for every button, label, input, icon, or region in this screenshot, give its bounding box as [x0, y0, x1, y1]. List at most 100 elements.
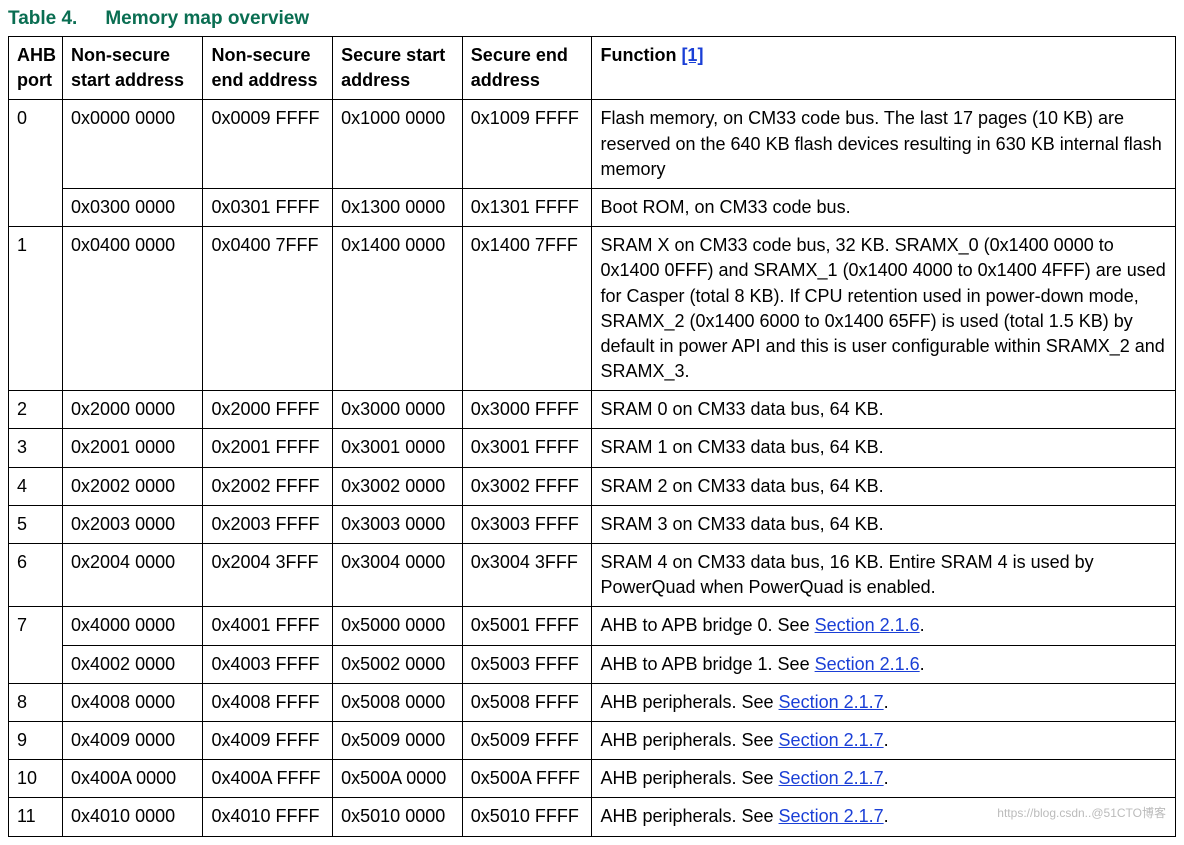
table-row: 10x0400 00000x0400 7FFF0x1400 00000x1400… — [9, 227, 1176, 391]
cell-ss: 0x5009 0000 — [333, 721, 463, 759]
cell-function: SRAM 2 on CM33 data bus, 64 KB. — [592, 467, 1176, 505]
cell-ahb-port: 1 — [9, 227, 63, 391]
col-nonsecure-end: Non-secure end address — [203, 37, 333, 100]
table-body: 00x0000 00000x0009 FFFF0x1000 00000x1009… — [9, 100, 1176, 836]
cell-se: 0x1009 FFFF — [462, 100, 592, 189]
cell-ss: 0x500A 0000 — [333, 760, 463, 798]
table-header-row: AHB port Non-secure start address Non-se… — [9, 37, 1176, 100]
cell-ahb-port: 3 — [9, 429, 63, 467]
cell-se: 0x1400 7FFF — [462, 227, 592, 391]
fn-text: . — [884, 730, 889, 750]
cell-nss: 0x2002 0000 — [63, 467, 203, 505]
cell-se: 0x1301 FFFF — [462, 188, 592, 226]
cell-ss: 0x3003 0000 — [333, 505, 463, 543]
table-row: 20x2000 00000x2000 FFFF0x3000 00000x3000… — [9, 391, 1176, 429]
cell-nse: 0x2004 3FFF — [203, 544, 333, 607]
col-ahb-port: AHB port — [9, 37, 63, 100]
cell-function: AHB peripherals. See Section 2.1.7. — [592, 721, 1176, 759]
cell-ahb-port: 7 — [9, 607, 63, 683]
table-row: 90x4009 00000x4009 FFFF0x5009 00000x5009… — [9, 721, 1176, 759]
fn-text: . — [920, 654, 925, 674]
section-link[interactable]: Section 2.1.6 — [815, 654, 920, 674]
cell-se: 0x5001 FFFF — [462, 607, 592, 645]
cell-function: Flash memory, on CM33 code bus. The last… — [592, 100, 1176, 189]
fn-text: . — [884, 768, 889, 788]
cell-nss: 0x0000 0000 — [63, 100, 203, 189]
cell-ss: 0x3002 0000 — [333, 467, 463, 505]
cell-function: AHB to APB bridge 1. See Section 2.1.6. — [592, 645, 1176, 683]
cell-se: 0x5009 FFFF — [462, 721, 592, 759]
cell-function: AHB to APB bridge 0. See Section 2.1.6. — [592, 607, 1176, 645]
cell-nse: 0x2000 FFFF — [203, 391, 333, 429]
cell-nss: 0x2001 0000 — [63, 429, 203, 467]
fn-text: AHB peripherals. See — [600, 806, 778, 826]
fn-text: AHB to APB bridge 1. See — [600, 654, 814, 674]
cell-nse: 0x4009 FFFF — [203, 721, 333, 759]
cell-ss: 0x5000 0000 — [333, 607, 463, 645]
cell-ss: 0x1300 0000 — [333, 188, 463, 226]
fn-text: AHB peripherals. See — [600, 768, 778, 788]
cell-function: SRAM 3 on CM33 data bus, 64 KB. — [592, 505, 1176, 543]
section-link[interactable]: Section 2.1.7 — [779, 806, 884, 826]
cell-ss: 0x3000 0000 — [333, 391, 463, 429]
cell-nss: 0x4002 0000 — [63, 645, 203, 683]
fn-text: . — [884, 806, 889, 826]
cell-ss: 0x5002 0000 — [333, 645, 463, 683]
cell-se: 0x3001 FFFF — [462, 429, 592, 467]
fn-text: . — [884, 692, 889, 712]
cell-nss: 0x0300 0000 — [63, 188, 203, 226]
cell-nss: 0x2004 0000 — [63, 544, 203, 607]
cell-nse: 0x2002 FFFF — [203, 467, 333, 505]
cell-function: SRAM 4 on CM33 data bus, 16 KB. Entire S… — [592, 544, 1176, 607]
table-row: 110x4010 00000x4010 FFFF0x5010 00000x501… — [9, 798, 1176, 836]
cell-nss: 0x4008 0000 — [63, 683, 203, 721]
section-link[interactable]: Section 2.1.7 — [779, 692, 884, 712]
cell-ahb-port: 6 — [9, 544, 63, 607]
cell-ss: 0x5010 0000 — [333, 798, 463, 836]
table-row: 70x4000 00000x4001 FFFF0x5000 00000x5001… — [9, 607, 1176, 645]
cell-se: 0x3002 FFFF — [462, 467, 592, 505]
table-row: 100x400A 00000x400A FFFF0x500A 00000x500… — [9, 760, 1176, 798]
cell-ahb-port: 8 — [9, 683, 63, 721]
cell-nss: 0x2003 0000 — [63, 505, 203, 543]
cell-nss: 0x4009 0000 — [63, 721, 203, 759]
cell-nss: 0x0400 0000 — [63, 227, 203, 391]
table-number: Table 4. — [8, 8, 77, 29]
table-row: 30x2001 00000x2001 FFFF0x3001 00000x3001… — [9, 429, 1176, 467]
memory-map-table: AHB port Non-secure start address Non-se… — [8, 36, 1176, 837]
cell-nss: 0x4010 0000 — [63, 798, 203, 836]
col-secure-start: Secure start address — [333, 37, 463, 100]
table-row: 0x4002 00000x4003 FFFF0x5002 00000x5003 … — [9, 645, 1176, 683]
table-row: 40x2002 00000x2002 FFFF0x3002 00000x3002… — [9, 467, 1176, 505]
cell-ahb-port: 4 — [9, 467, 63, 505]
fn-text: AHB peripherals. See — [600, 730, 778, 750]
cell-se: 0x5010 FFFF — [462, 798, 592, 836]
cell-function: AHB peripherals. See Section 2.1.7. — [592, 683, 1176, 721]
fn-text: . — [920, 615, 925, 635]
section-link[interactable]: Section 2.1.7 — [779, 730, 884, 750]
cell-se: 0x3003 FFFF — [462, 505, 592, 543]
cell-nse: 0x0400 7FFF — [203, 227, 333, 391]
cell-function: SRAM 1 on CM33 data bus, 64 KB. — [592, 429, 1176, 467]
cell-function: AHB peripherals. See Section 2.1.7. — [592, 760, 1176, 798]
cell-nss: 0x4000 0000 — [63, 607, 203, 645]
cell-ss: 0x1000 0000 — [333, 100, 463, 189]
cell-se: 0x500A FFFF — [462, 760, 592, 798]
col-nonsecure-start: Non-secure start address — [63, 37, 203, 100]
cell-se: 0x5003 FFFF — [462, 645, 592, 683]
cell-ahb-port: 5 — [9, 505, 63, 543]
table-row: 50x2003 00000x2003 FFFF0x3003 00000x3003… — [9, 505, 1176, 543]
cell-function: SRAM X on CM33 code bus, 32 KB. SRAMX_0 … — [592, 227, 1176, 391]
cell-ss: 0x3004 0000 — [333, 544, 463, 607]
table-row: 00x0000 00000x0009 FFFF0x1000 00000x1009… — [9, 100, 1176, 189]
cell-nse: 0x0009 FFFF — [203, 100, 333, 189]
cell-ahb-port: 9 — [9, 721, 63, 759]
cell-nse: 0x4003 FFFF — [203, 645, 333, 683]
section-link[interactable]: Section 2.1.6 — [815, 615, 920, 635]
table-row: 0x0300 00000x0301 FFFF0x1300 00000x1301 … — [9, 188, 1176, 226]
footnote-link[interactable]: [1] — [681, 45, 703, 65]
col-function: Function [1] — [592, 37, 1176, 100]
section-link[interactable]: Section 2.1.7 — [779, 768, 884, 788]
cell-nse: 0x400A FFFF — [203, 760, 333, 798]
cell-se: 0x3004 3FFF — [462, 544, 592, 607]
